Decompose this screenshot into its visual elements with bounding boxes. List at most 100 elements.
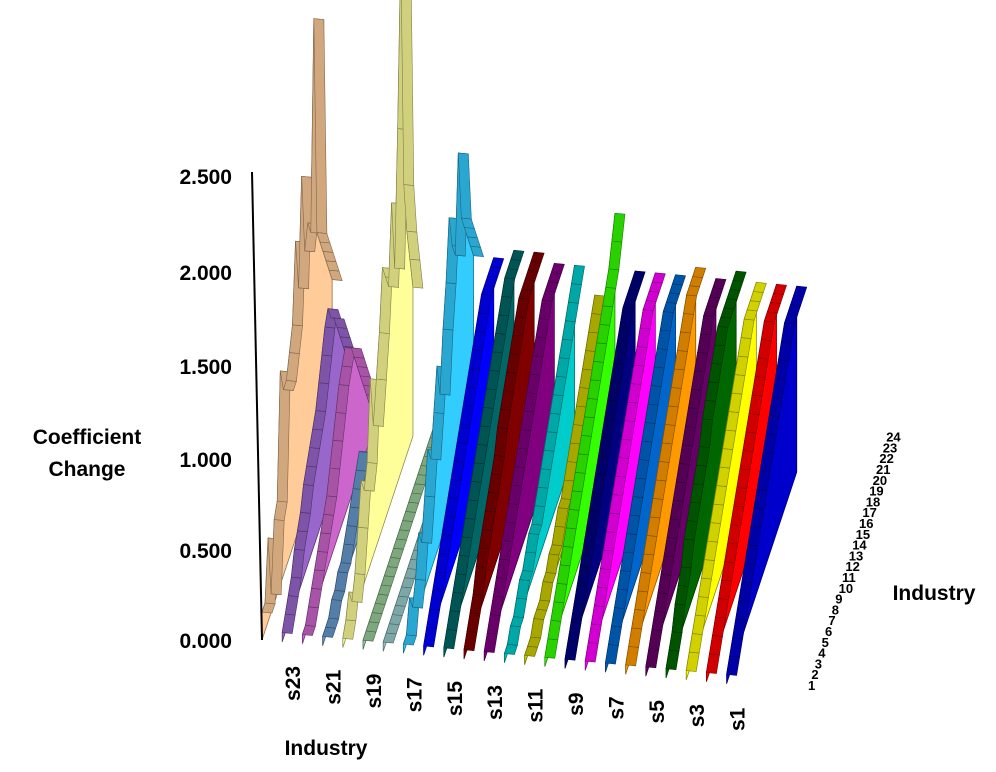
x-tick-label: s9	[565, 693, 588, 716]
series-point	[483, 632, 498, 653]
series-point	[625, 288, 640, 300]
series-point	[342, 619, 357, 640]
chart-ribbons	[261, 0, 808, 684]
z-tick-label: 8	[832, 602, 839, 617]
series-ribbon	[443, 249, 525, 658]
series-point	[608, 240, 623, 271]
series-ribbon	[342, 0, 424, 648]
series-point	[550, 601, 565, 622]
x-tick-label: s19	[363, 674, 386, 709]
series-point	[530, 618, 545, 639]
series-point	[449, 591, 464, 613]
series-point	[530, 251, 545, 263]
series-point	[688, 633, 703, 654]
series-point	[362, 630, 377, 642]
series-point	[377, 584, 392, 596]
y-tick-labels: 0.000 0.500 1.000 1.500 2.000 2.500	[179, 166, 232, 653]
series-point	[503, 643, 518, 655]
series-point	[605, 268, 620, 289]
series-point	[426, 608, 441, 629]
series-point	[270, 519, 285, 596]
series-point	[533, 608, 548, 620]
z-tick-label: 19	[869, 484, 883, 499]
series-point	[542, 572, 557, 583]
series-point	[340, 543, 355, 564]
z-tick-label: 13	[849, 548, 863, 563]
series-point	[536, 599, 551, 611]
series-point	[486, 614, 501, 635]
series-point	[685, 651, 700, 672]
series-point	[463, 630, 478, 652]
series-point	[651, 272, 666, 284]
series-point	[386, 557, 401, 568]
series-point	[547, 272, 562, 284]
series-point	[408, 492, 423, 504]
series-point	[568, 283, 582, 304]
series-point	[671, 603, 686, 634]
series-point	[337, 562, 352, 574]
series-ribbon	[625, 266, 707, 675]
z-tick-label: 10	[839, 581, 853, 596]
x-tick-label: s1	[727, 707, 750, 731]
z-tick-label: 12	[845, 559, 859, 574]
series-point	[322, 626, 337, 638]
z-tick-label: 16	[859, 516, 873, 531]
series-point	[527, 260, 542, 272]
y-axis-title-line-1: Coefficient	[33, 426, 142, 449]
z-tick-label: 11	[842, 570, 856, 585]
series-point	[689, 276, 704, 288]
series-point	[605, 644, 619, 665]
series-point	[394, 595, 409, 607]
series-point	[729, 279, 744, 291]
series-point	[749, 291, 764, 303]
series-point	[443, 628, 458, 650]
series-point	[645, 647, 660, 669]
series-point	[625, 646, 639, 667]
series-point	[539, 581, 554, 602]
series-point	[405, 501, 420, 513]
series-point	[402, 511, 417, 522]
series-point	[484, 275, 499, 287]
z-tick-label: 9	[835, 592, 842, 607]
series-ribbon	[645, 278, 727, 677]
series-point	[489, 595, 504, 616]
series-ribbon	[726, 285, 808, 684]
y-tick-label: 0.000	[179, 630, 232, 653]
series-point	[732, 270, 747, 282]
series-point	[510, 616, 524, 628]
series-point	[331, 589, 346, 601]
z-tick-label: 14	[852, 538, 867, 553]
series-point	[672, 274, 686, 286]
series-point	[409, 258, 424, 289]
z-tick-label: 20	[873, 473, 887, 488]
series-point	[402, 634, 417, 646]
series-point	[550, 262, 565, 274]
series-point	[691, 614, 706, 635]
series-point	[608, 625, 622, 646]
series-point	[712, 278, 727, 290]
x-axis-title: Industry	[285, 737, 368, 760]
series-point	[752, 281, 767, 293]
series-point	[470, 245, 484, 258]
series-point	[668, 631, 683, 652]
series-point	[709, 635, 723, 656]
z-tick-label: 5	[822, 635, 829, 650]
y-axis-title-line-2: Change	[48, 458, 125, 481]
series-ribbon	[706, 283, 787, 682]
series-point	[301, 624, 316, 636]
x-tick-label: s15	[444, 681, 467, 716]
z-tick-label: 18	[866, 494, 880, 509]
series-point	[590, 605, 605, 626]
series-point	[770, 293, 784, 304]
z-tick-label: 4	[818, 646, 826, 661]
x-tick-label: s3	[686, 704, 709, 727]
series-point	[487, 266, 502, 278]
series-point	[628, 279, 643, 291]
series-ribbon	[301, 347, 383, 644]
series-point	[325, 617, 340, 629]
series-point	[351, 573, 366, 603]
series-point	[507, 259, 522, 270]
z-tick-label: 17	[862, 505, 876, 520]
